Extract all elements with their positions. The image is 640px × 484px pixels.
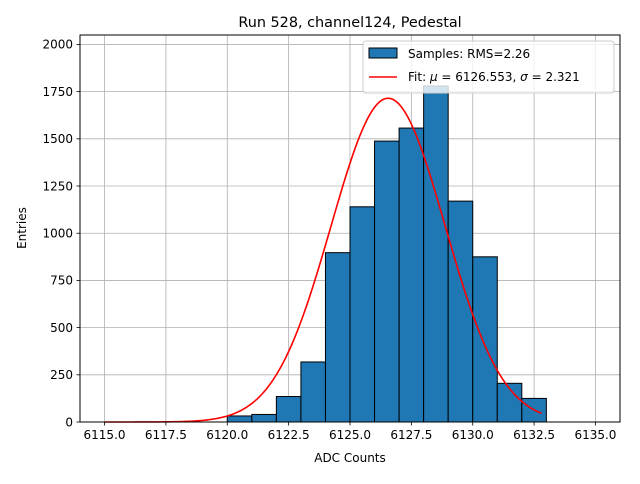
x-axis-ticks: 6115.0 6117.5 6120.0 6122.5 6125.0 6127.5 6130… bbox=[84, 422, 616, 442]
histogram-bar bbox=[300, 361, 326, 423]
y-axis-ticks: 0 250 500 750 1000 1250 1500 1750 2000 bbox=[42, 38, 80, 429]
histogram-bar bbox=[374, 140, 400, 423]
histogram-bars bbox=[226, 85, 547, 423]
histogram-bar bbox=[275, 396, 302, 423]
histogram-bar bbox=[349, 206, 376, 423]
legend-label-fit: Fit: μ = 6126.553, σ = 2.321 bbox=[408, 70, 580, 84]
x-tick-label: 6135.0 bbox=[574, 428, 616, 442]
y-tick-label: 1250 bbox=[42, 179, 73, 193]
histogram-bar bbox=[423, 85, 449, 423]
x-tick-label: 6122.5 bbox=[268, 428, 310, 442]
histogram-bar bbox=[398, 127, 425, 423]
histogram-bar bbox=[447, 200, 474, 423]
chart-title: Run 528, channel124, Pedestal bbox=[238, 15, 461, 31]
legend: Samples: RMS=2.26 Fit: μ = 6126.553, σ =… bbox=[362, 40, 615, 94]
x-tick-label: 6117.5 bbox=[145, 428, 187, 442]
y-tick-label: 1500 bbox=[42, 132, 73, 146]
histogram-bar bbox=[472, 256, 498, 423]
legend-swatch-samples bbox=[368, 47, 398, 59]
y-tick-label: 500 bbox=[50, 321, 73, 335]
histogram-bar bbox=[324, 252, 351, 423]
y-tick-label: 0 bbox=[65, 415, 73, 429]
x-tick-label: 6130.0 bbox=[452, 428, 494, 442]
y-axis-label: Entries bbox=[15, 207, 29, 249]
y-tick-label: 1750 bbox=[42, 85, 73, 99]
x-tick-label: 6115.0 bbox=[84, 428, 126, 442]
legend-label-samples: Samples: RMS=2.26 bbox=[408, 47, 530, 61]
histogram-bar bbox=[226, 415, 253, 423]
y-tick-label: 1000 bbox=[42, 227, 73, 241]
y-tick-label: 750 bbox=[50, 274, 73, 288]
x-tick-label: 6120.0 bbox=[206, 428, 248, 442]
legend-box bbox=[362, 40, 615, 94]
y-tick-label: 2000 bbox=[42, 38, 73, 52]
histogram-bar bbox=[251, 413, 277, 423]
x-tick-label: 6127.5 bbox=[390, 428, 432, 442]
x-axis-label: ADC Counts bbox=[314, 451, 386, 465]
x-tick-label: 6132.5 bbox=[513, 428, 555, 442]
y-tick-label: 250 bbox=[50, 368, 73, 382]
x-tick-label: 6125.0 bbox=[329, 428, 371, 442]
